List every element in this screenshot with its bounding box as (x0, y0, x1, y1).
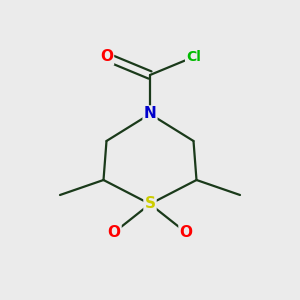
Text: O: O (100, 50, 113, 64)
Text: S: S (145, 196, 155, 211)
Text: N: N (144, 106, 156, 122)
Text: O: O (179, 225, 193, 240)
Text: O: O (107, 225, 121, 240)
Text: Cl: Cl (186, 50, 201, 64)
